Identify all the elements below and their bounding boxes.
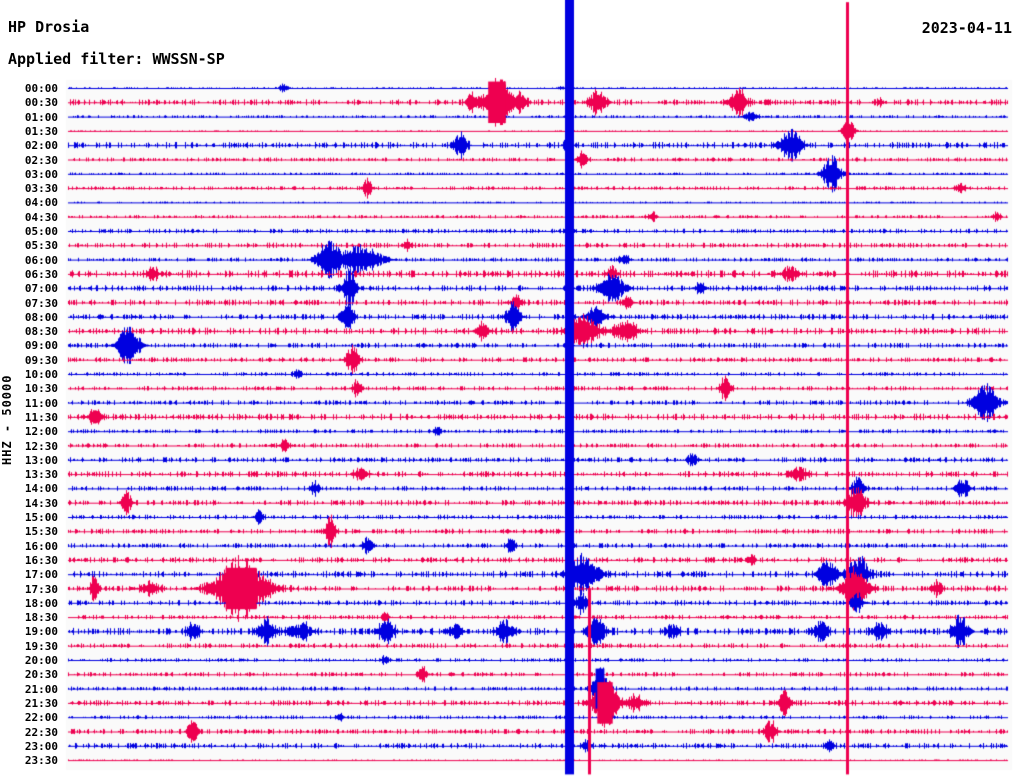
time-label: 19:00 xyxy=(24,625,58,639)
time-label: 07:30 xyxy=(24,296,58,310)
time-label: 23:30 xyxy=(24,754,58,768)
time-label: 20:30 xyxy=(24,668,58,682)
time-label: 11:30 xyxy=(24,410,58,424)
time-label: 04:00 xyxy=(24,196,58,210)
time-label: 12:00 xyxy=(24,425,58,439)
time-label: 13:00 xyxy=(24,453,58,467)
time-label: 21:30 xyxy=(24,696,58,710)
time-label: 08:30 xyxy=(24,325,58,339)
time-label: 06:30 xyxy=(24,267,58,281)
time-label: 02:00 xyxy=(24,139,58,153)
time-label: 17:00 xyxy=(24,568,58,582)
time-label: 15:30 xyxy=(24,525,58,539)
time-label: 18:00 xyxy=(24,596,58,610)
time-label: 01:00 xyxy=(24,110,58,124)
time-label: 16:00 xyxy=(24,539,58,553)
applied-filter-label: Applied filter: WWSSN-SP xyxy=(8,50,225,68)
time-label: 21:00 xyxy=(24,682,58,696)
time-label: 14:30 xyxy=(24,496,58,510)
time-label: 06:00 xyxy=(24,253,58,267)
time-label: 00:00 xyxy=(24,82,58,95)
time-label: 15:00 xyxy=(24,511,58,524)
time-label: 02:30 xyxy=(24,153,58,167)
time-label: 08:00 xyxy=(24,310,58,324)
time-label: 04:30 xyxy=(24,210,58,224)
station-title: HP Drosia xyxy=(8,18,90,36)
time-label: 03:00 xyxy=(24,167,58,181)
time-label: 07:00 xyxy=(24,282,58,296)
time-label: 13:30 xyxy=(24,468,58,482)
time-axis-labels: 00:00 00:30 01:00 01:30 02:00 02:30 03:00 03:30… xyxy=(0,0,66,780)
time-label: 19:30 xyxy=(24,639,58,653)
time-label: 16:30 xyxy=(24,553,58,567)
time-label: 20:00 xyxy=(24,654,58,667)
time-label: 22:00 xyxy=(24,711,58,725)
time-label: 11:00 xyxy=(24,396,58,410)
time-label: 17:30 xyxy=(24,582,58,596)
time-label: 23:00 xyxy=(24,739,58,753)
time-label: 14:00 xyxy=(24,482,58,496)
time-label: 09:00 xyxy=(24,339,58,353)
time-label: 03:30 xyxy=(24,182,58,196)
time-label: 05:30 xyxy=(24,239,58,253)
time-label: 05:00 xyxy=(24,225,58,238)
record-date: 2023-04-11 xyxy=(921,19,1012,37)
time-label: 12:30 xyxy=(24,439,58,453)
time-label: 22:30 xyxy=(24,725,58,739)
time-label: 00:30 xyxy=(24,96,58,110)
time-label: 18:30 xyxy=(24,611,58,625)
time-label: 01:30 xyxy=(24,124,58,138)
time-label: 10:00 xyxy=(24,368,58,381)
time-label: 10:30 xyxy=(24,382,58,396)
time-label: 09:30 xyxy=(24,353,58,367)
